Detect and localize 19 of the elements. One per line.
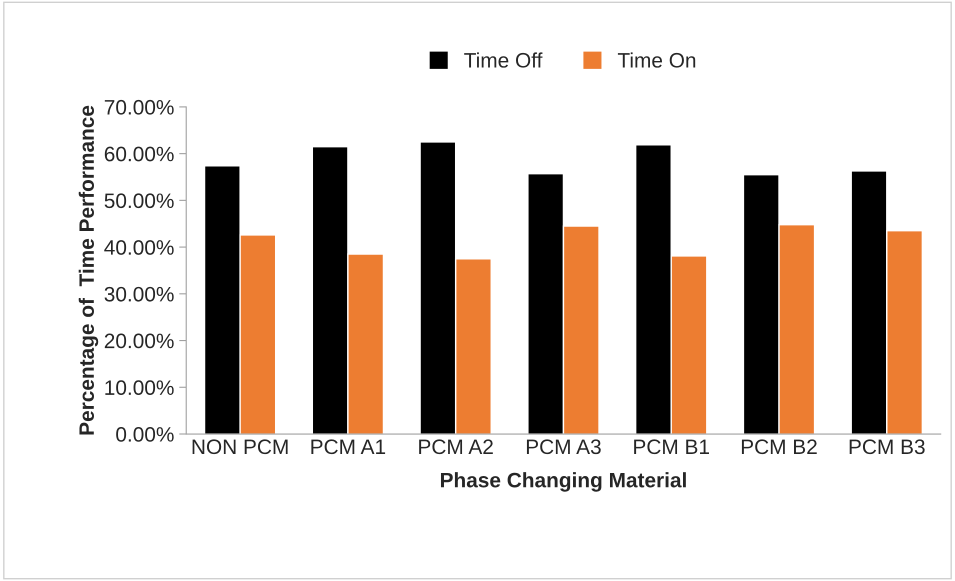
y-tick-label: 40.00% [104,240,174,255]
x-tick-label: PCM B3 [850,439,925,454]
x-tick-label: NON PCM [192,439,288,454]
y-axis-title: Percentage of Time Performance [78,106,98,434]
y-tick-label: 10.00% [105,380,174,396]
x-tick-label: PCM A2 [419,439,493,454]
x-axis-title: Phase Changing Material [440,472,686,492]
y-tick-label: 50.00% [104,193,174,208]
y-tick-label: 0.00% [116,427,174,442]
x-tick-label: PCM B1 [634,439,709,454]
y-tick-label: 60.00% [104,146,174,162]
x-tick-label: PCM B2 [742,439,817,454]
x-tick-label: PCM A3 [526,439,601,454]
y-tick-label: 30.00% [104,286,174,302]
legend-label: Time On [618,52,696,68]
x-tick-label: PCM A1 [311,439,386,454]
y-tick-label: 20.00% [104,334,174,348]
legend-label: Time Off [464,52,542,68]
y-tick-label: 70.00% [104,100,174,115]
